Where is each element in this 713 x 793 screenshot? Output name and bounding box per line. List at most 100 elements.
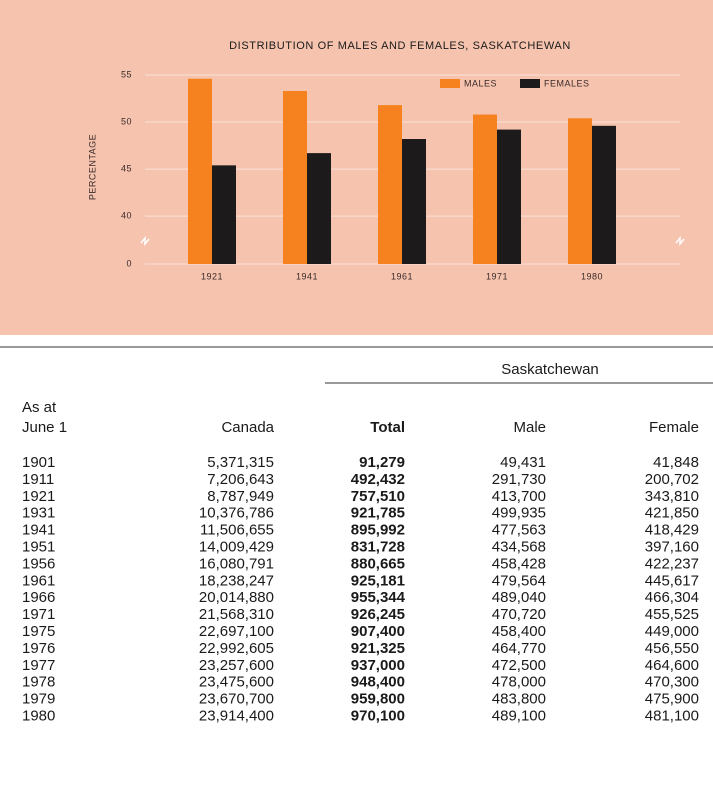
table-cell: 1980 (22, 707, 55, 724)
table-cell: 483,800 (492, 691, 546, 708)
table-cell: 11,506,655 (200, 522, 274, 539)
group-header: Saskatchewan (501, 361, 599, 378)
chart-title: DISTRIBUTION OF MALES AND FEMALES, SASKA… (229, 40, 571, 52)
table-cell: 948,400 (351, 674, 405, 691)
table-cell: 200,702 (645, 471, 699, 488)
table-cell: 489,040 (492, 589, 546, 606)
table-cell: 8,787,949 (207, 488, 274, 505)
table-cell: 449,000 (645, 623, 699, 640)
table-cell: 831,728 (351, 538, 405, 555)
table-cell: 22,697,100 (199, 623, 274, 640)
table-cell: 458,400 (492, 623, 546, 640)
bar (212, 165, 236, 264)
table-cell: 757,510 (351, 488, 405, 505)
table-cell: 1941 (22, 522, 55, 539)
column-header: Female (649, 419, 699, 436)
bar (283, 91, 307, 264)
y-tick-label: 40 (121, 211, 132, 221)
bar (378, 105, 402, 264)
table-cell: 434,568 (492, 538, 546, 555)
table-cell: 880,665 (351, 555, 405, 572)
axis-break (140, 235, 150, 247)
y-axis-label: PERCENTAGE (87, 134, 97, 200)
column-header: Male (513, 419, 546, 436)
table-cell: 472,500 (492, 657, 546, 674)
table-cell: 14,009,429 (199, 538, 274, 555)
x-tick-label: 1961 (391, 271, 413, 281)
table-cell: 343,810 (645, 488, 699, 505)
bar (592, 125, 616, 264)
table-cell: 1966 (22, 589, 55, 606)
table-cell: 5,371,315 (207, 454, 274, 471)
table-cell: 921,785 (351, 505, 405, 522)
y-tick-label: 50 (121, 116, 132, 126)
axis-break (675, 235, 685, 247)
table-cell: 479,564 (492, 572, 546, 589)
bar (307, 153, 331, 264)
legend-swatch (520, 79, 540, 88)
table-cell: 955,344 (351, 589, 406, 606)
bar (473, 114, 497, 264)
legend-label: MALES (464, 78, 497, 88)
table-cell: 91,279 (359, 454, 405, 471)
table-cell: 907,400 (351, 623, 405, 640)
table-cell: 23,475,600 (199, 674, 274, 691)
y-tick-label: 0 (126, 258, 132, 268)
bar (568, 118, 592, 264)
table-cell: 413,700 (492, 488, 546, 505)
table-cell: 456,550 (645, 640, 699, 657)
table-cell: 20,014,880 (199, 589, 274, 606)
table-cell: 16,080,791 (199, 555, 274, 572)
bar (188, 78, 212, 264)
table-cell: 421,850 (645, 505, 699, 522)
y-tick-label: 45 (121, 163, 132, 173)
x-tick-label: 1941 (296, 271, 318, 281)
stub-header: As at (22, 399, 57, 416)
x-tick-label: 1980 (581, 271, 603, 281)
column-header: Canada (221, 419, 274, 436)
table-cell: 1931 (22, 505, 55, 522)
table-cell: 478,000 (492, 674, 546, 691)
table-cell: 464,770 (492, 640, 546, 657)
table-cell: 397,160 (645, 538, 699, 555)
table-cell: 970,100 (351, 707, 405, 724)
column-header: Total (370, 419, 405, 436)
table-cell: 1978 (22, 674, 55, 691)
table-cell: 18,238,247 (199, 572, 274, 589)
table-cell: 489,100 (492, 707, 546, 724)
table-cell: 470,300 (645, 674, 699, 691)
table-cell: 1975 (22, 623, 55, 640)
bar (497, 129, 521, 264)
table-cell: 22,992,605 (199, 640, 274, 657)
table-cell: 921,325 (351, 640, 405, 657)
table-cell: 422,237 (645, 555, 699, 572)
table-cell: 1976 (22, 640, 55, 657)
table-cell: 1979 (22, 691, 55, 708)
table-cell: 925,181 (351, 572, 405, 589)
table-cell: 481,100 (645, 707, 699, 724)
table-cell: 1951 (22, 538, 55, 555)
table-cell: 499,935 (492, 505, 546, 522)
table-cell: 475,900 (645, 691, 699, 708)
y-tick-label: 55 (121, 69, 132, 79)
table-cell: 926,245 (351, 606, 405, 623)
table-cell: 466,304 (645, 589, 699, 606)
table-cell: 49,431 (500, 454, 546, 471)
table-cell: 41,848 (653, 454, 699, 471)
table-cell: 7,206,643 (207, 471, 274, 488)
table-cell: 1901 (22, 454, 55, 471)
table-cell: 895,992 (351, 522, 405, 539)
bar (402, 139, 426, 264)
table-cell: 445,617 (645, 572, 699, 589)
legend-label: FEMALES (544, 78, 590, 88)
table-cell: 291,730 (492, 471, 546, 488)
table-cell: 1911 (22, 471, 54, 488)
table-cell: 1921 (22, 488, 55, 505)
table-cell: 23,914,400 (199, 707, 274, 724)
stub-header: June 1 (22, 419, 67, 436)
table-cell: 23,670,700 (199, 691, 274, 708)
table-cell: 458,428 (492, 555, 546, 572)
table-cell: 1961 (22, 572, 55, 589)
table-cell: 21,568,310 (199, 606, 274, 623)
